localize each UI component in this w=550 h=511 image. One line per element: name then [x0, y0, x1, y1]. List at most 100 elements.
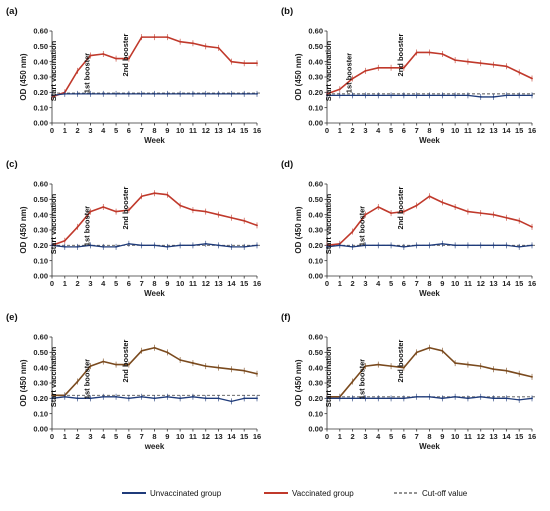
- x-tick-label: 7: [140, 432, 144, 441]
- data-point-vaccinated: [415, 51, 418, 54]
- data-point-unvaccinated: [204, 92, 207, 95]
- x-tick-label: 10: [451, 432, 459, 441]
- y-axis-label: OD (450 nm): [294, 359, 303, 406]
- annotation-label: 2nd booster: [121, 33, 130, 76]
- x-tick-label: 6: [402, 432, 406, 441]
- x-tick-label: 8: [427, 432, 431, 441]
- data-point-unvaccinated: [531, 94, 533, 97]
- data-point-vaccinated: [63, 239, 66, 242]
- data-point-unvaccinated: [467, 94, 469, 97]
- y-tick-label: 0.20: [308, 88, 323, 97]
- x-tick-label: 1: [338, 279, 342, 288]
- data-point-vaccinated: [351, 230, 354, 233]
- data-point-vaccinated: [390, 365, 392, 368]
- data-point-unvaccinated: [364, 94, 367, 97]
- x-tick-label: 15: [515, 126, 523, 135]
- data-point-vaccinated: [115, 363, 117, 366]
- data-point-vaccinated: [179, 40, 182, 43]
- y-tick-label: 0.60: [308, 27, 323, 36]
- x-tick-label: 15: [240, 432, 248, 441]
- data-point-unvaccinated: [326, 94, 328, 97]
- y-tick-label: 0.50: [33, 348, 48, 357]
- data-point-unvaccinated: [192, 244, 194, 247]
- data-point-vaccinated: [243, 219, 246, 222]
- data-point-unvaccinated: [51, 94, 53, 97]
- y-tick-label: 0.60: [308, 180, 323, 189]
- data-point-vaccinated: [518, 372, 521, 375]
- x-tick-label: 9: [440, 279, 444, 288]
- data-point-unvaccinated: [441, 242, 444, 245]
- x-tick-label: 10: [451, 279, 459, 288]
- x-tick-label: 10: [176, 279, 184, 288]
- y-tick-label: 0.40: [308, 57, 323, 66]
- data-point-unvaccinated: [179, 397, 182, 400]
- y-tick-label: 0.20: [33, 394, 48, 403]
- data-point-vaccinated: [204, 365, 207, 368]
- x-tick-label: 4: [101, 279, 106, 288]
- data-point-vaccinated: [441, 53, 444, 55]
- data-point-vaccinated: [204, 45, 207, 48]
- x-axis-label: week: [144, 442, 165, 451]
- x-tick-label: 7: [140, 279, 144, 288]
- data-point-vaccinated: [402, 366, 405, 369]
- data-point-vaccinated: [454, 206, 457, 208]
- data-point-unvaccinated: [140, 244, 143, 247]
- data-point-unvaccinated: [256, 92, 258, 95]
- x-tick-label: 16: [253, 126, 261, 135]
- x-tick-label: 7: [415, 432, 419, 441]
- legend-label-cutoff: Cut-off value: [422, 489, 468, 498]
- data-point-vaccinated: [428, 195, 431, 198]
- data-point-vaccinated: [390, 66, 392, 69]
- x-tick-label: 12: [202, 432, 210, 441]
- x-tick-label: 8: [427, 126, 431, 135]
- x-tick-label: 12: [477, 432, 485, 441]
- data-point-vaccinated: [351, 380, 354, 383]
- y-tick-label: 0.40: [33, 210, 48, 219]
- data-point-vaccinated: [230, 368, 233, 371]
- x-tick-label: 6: [127, 126, 131, 135]
- data-point-unvaccinated: [351, 397, 354, 400]
- x-tick-label: 9: [165, 279, 169, 288]
- data-point-vaccinated: [89, 54, 92, 57]
- data-point-unvaccinated: [179, 244, 182, 247]
- data-point-unvaccinated: [76, 92, 79, 95]
- data-point-vaccinated: [338, 88, 341, 91]
- data-point-vaccinated: [467, 60, 469, 63]
- x-tick-label: 13: [489, 279, 497, 288]
- data-point-vaccinated: [531, 77, 533, 80]
- data-point-unvaccinated: [415, 395, 418, 398]
- data-point-vaccinated: [256, 62, 258, 65]
- data-point-vaccinated: [102, 360, 105, 363]
- data-point-vaccinated: [243, 369, 246, 372]
- x-tick-label: 15: [240, 126, 248, 135]
- data-point-unvaccinated: [492, 397, 495, 400]
- x-tick-label: 8: [427, 279, 431, 288]
- x-tick-label: 11: [189, 126, 197, 135]
- data-point-unvaccinated: [364, 244, 367, 247]
- x-tick-label: 5: [114, 279, 118, 288]
- x-tick-label: 0: [325, 126, 329, 135]
- x-tick-label: 16: [528, 126, 536, 135]
- x-tick-label: 6: [127, 279, 131, 288]
- y-tick-label: 0.60: [33, 180, 48, 189]
- y-tick-label: 0.00: [308, 272, 323, 281]
- y-tick-label: 0.10: [33, 256, 48, 265]
- annotation-label: 1st booster: [357, 206, 366, 247]
- data-point-vaccinated: [377, 66, 380, 69]
- data-point-vaccinated: [518, 71, 521, 74]
- data-point-vaccinated: [518, 219, 521, 222]
- x-tick-label: 14: [502, 279, 511, 288]
- data-point-vaccinated: [505, 65, 508, 68]
- data-point-unvaccinated: [243, 397, 246, 400]
- data-point-unvaccinated: [402, 397, 405, 400]
- data-point-unvaccinated: [531, 244, 533, 247]
- data-point-vaccinated: [364, 213, 367, 216]
- data-point-unvaccinated: [192, 395, 194, 398]
- data-point-unvaccinated: [428, 94, 431, 97]
- x-tick-label: 3: [363, 126, 367, 135]
- legend-label-unvaccinated: Unvaccinated group: [150, 489, 222, 498]
- x-tick-label: 0: [325, 432, 329, 441]
- data-point-vaccinated: [243, 62, 246, 65]
- x-tick-label: 1: [338, 126, 342, 135]
- data-point-vaccinated: [230, 60, 233, 63]
